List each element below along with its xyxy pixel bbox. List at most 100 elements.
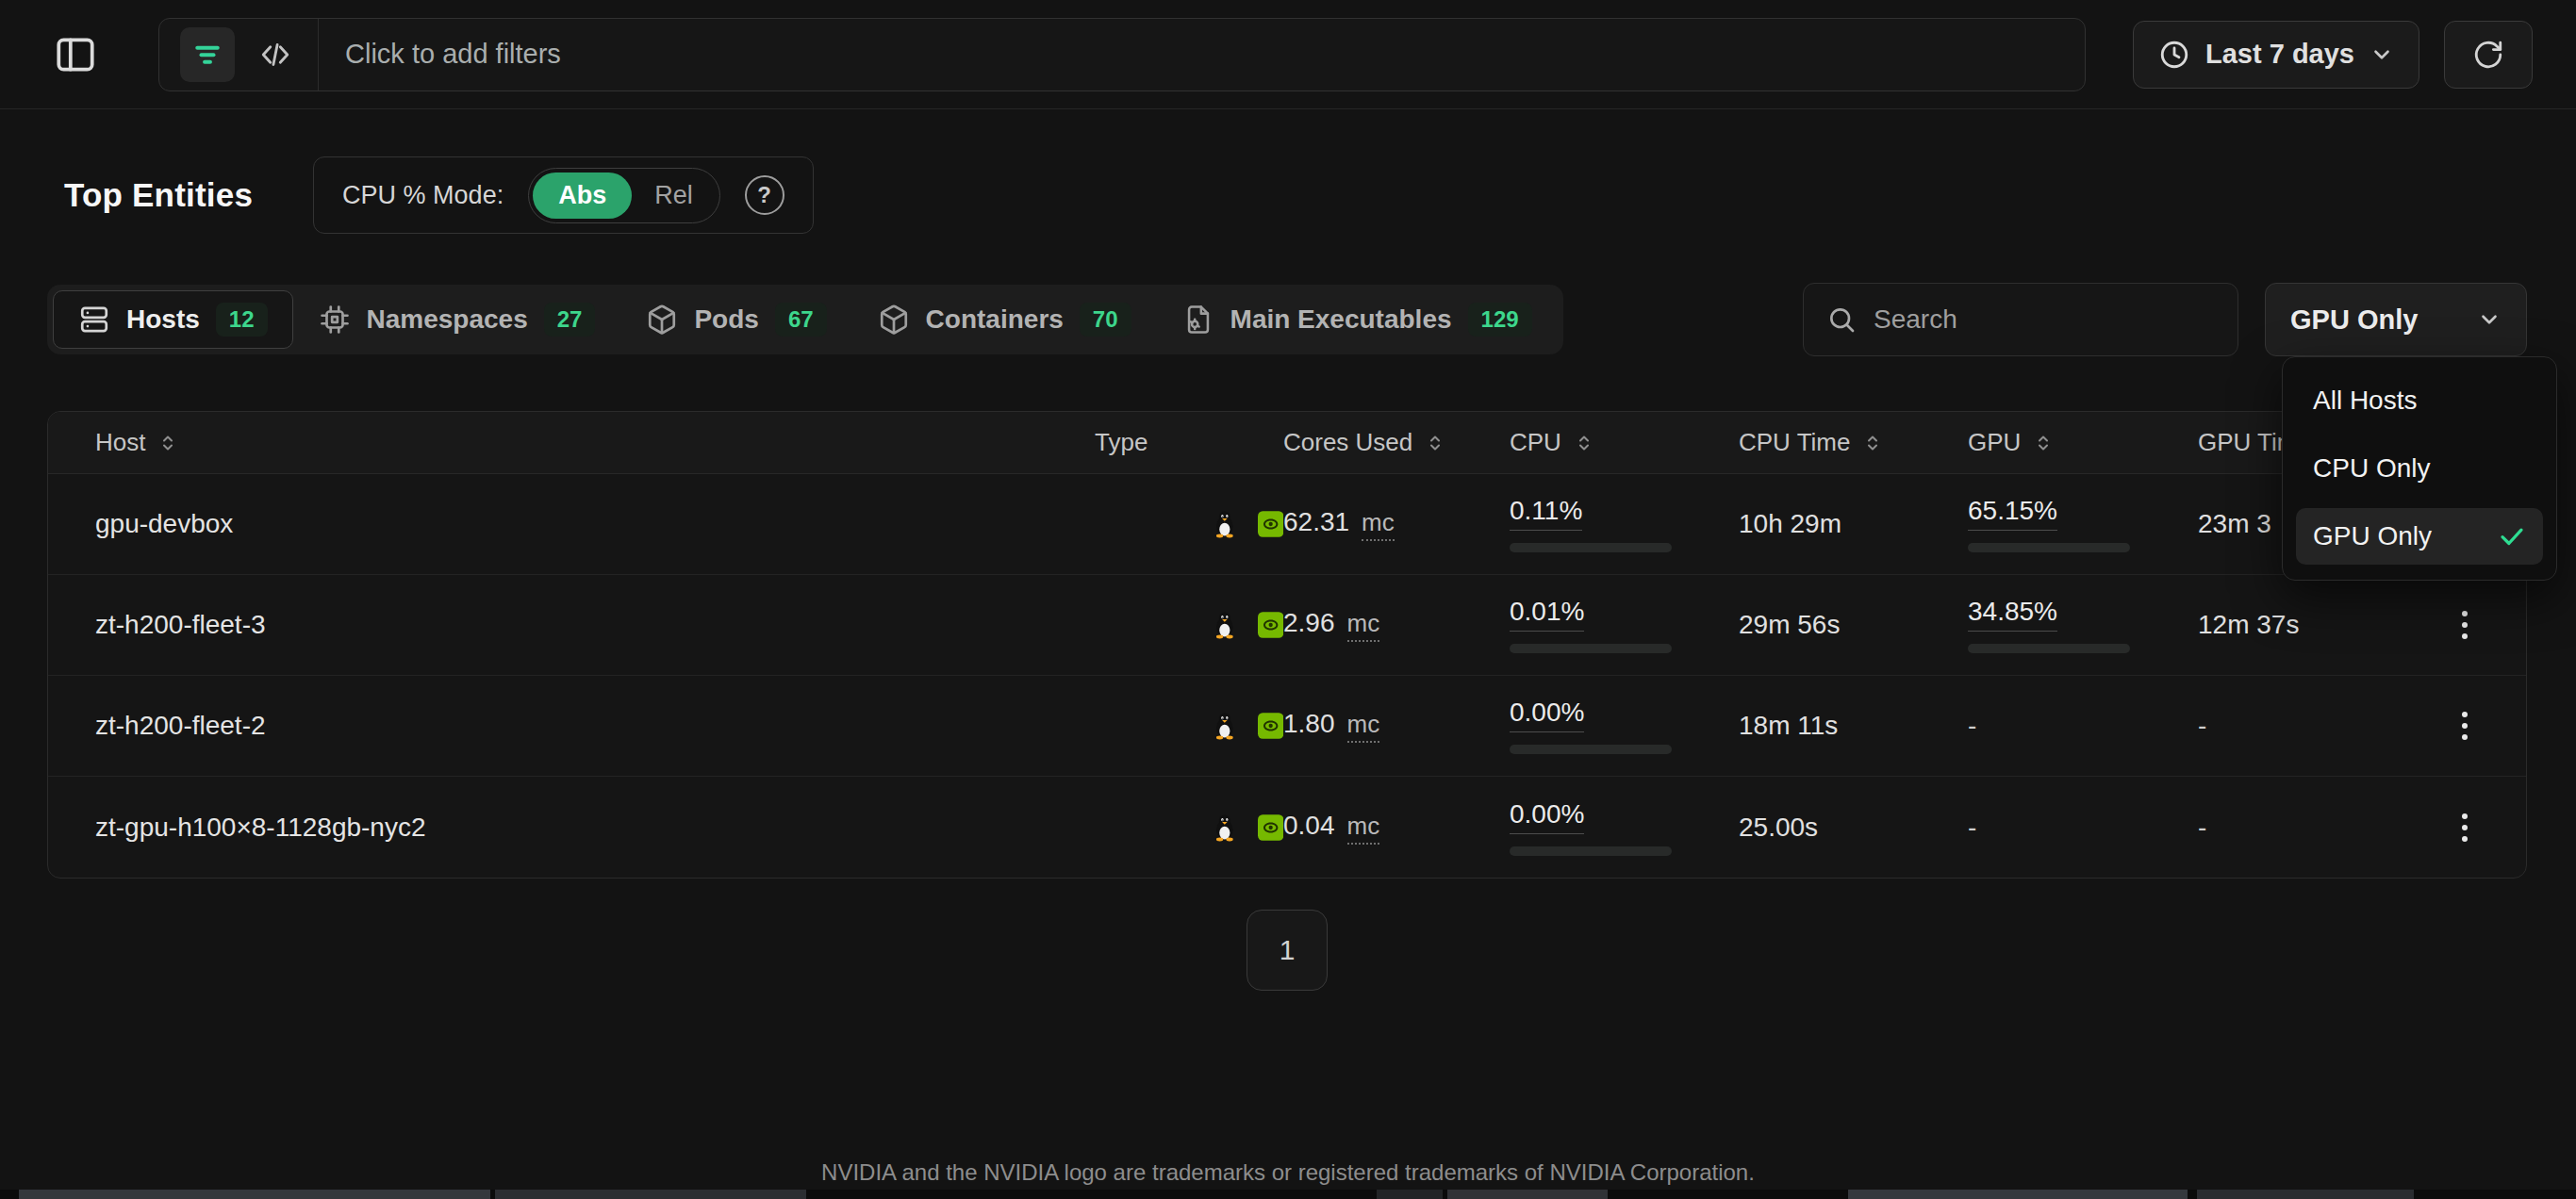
cpu-percent: 0.11% <box>1510 496 1582 531</box>
cpu-progress-bar <box>1510 846 1672 856</box>
gpu-percent: 34.85% <box>1968 597 2057 632</box>
tab-pods[interactable]: Pods 67 <box>620 290 851 349</box>
cpu-time-cell: 29m 56s <box>1739 610 1968 640</box>
row-actions-button[interactable] <box>2452 601 2477 649</box>
column-header-host[interactable]: Host <box>95 428 1095 457</box>
query-code-button[interactable] <box>254 33 297 76</box>
gpu-time-cell: - <box>2198 711 2452 741</box>
cpu-time-cell: 25.00s <box>1739 813 1968 843</box>
table-row[interactable]: gpu-devbox 62.31 mc 0.11% 10h 29m 65.15% <box>48 474 2526 575</box>
column-header-type: Type <box>1095 428 1283 457</box>
filter-input[interactable] <box>319 19 2085 90</box>
search-input[interactable] <box>1874 304 2215 335</box>
cores-unit: mc <box>1347 609 1380 642</box>
refresh-button[interactable] <box>2444 21 2533 89</box>
tab-main-executables[interactable]: Main Executables 129 <box>1157 290 1558 349</box>
cores-unit: mc <box>1347 812 1380 845</box>
entity-tab-strip: Hosts 12 Namespaces 27 Pods 67 Container… <box>47 285 1563 354</box>
check-icon <box>2498 522 2526 550</box>
filter-mode-button[interactable] <box>180 27 235 82</box>
menu-item-label: CPU Only <box>2313 453 2430 484</box>
tab-count-badge: 129 <box>1468 303 1532 337</box>
menu-item-label: All Hosts <box>2313 386 2417 416</box>
cpu-time-cell: 18m 11s <box>1739 711 1968 741</box>
page-title: Top Entities <box>64 176 253 214</box>
table-row[interactable]: zt-h200-fleet-3 2.96 mc 0.01% 29m 56s 34… <box>48 575 2526 676</box>
pagination-page-1[interactable]: 1 <box>1247 910 1328 991</box>
linux-icon <box>1213 609 1237 641</box>
host-filter-select[interactable]: GPU Only <box>2265 283 2527 356</box>
cpu-percent: 0.00% <box>1510 698 1584 732</box>
help-icon[interactable]: ? <box>745 175 784 215</box>
gpu-cell: - <box>1968 813 2198 843</box>
cpu-mode-toggle[interactable]: Abs Rel <box>528 168 720 223</box>
column-label: Host <box>95 428 145 457</box>
tab-namespaces[interactable]: Namespaces 27 <box>293 290 621 349</box>
menu-item-all-hosts[interactable]: All Hosts <box>2296 372 2543 429</box>
cpu-mode-rel-option[interactable]: Rel <box>632 172 716 219</box>
host-name[interactable]: zt-h200-fleet-2 <box>95 711 1095 741</box>
tab-label: Hosts <box>126 304 200 335</box>
host-filter-menu: All Hosts CPU Only GPU Only <box>2282 356 2557 581</box>
chevron-down-icon <box>2370 42 2394 67</box>
cores-unit: mc <box>1347 710 1380 743</box>
nvidia-icon <box>1258 711 1283 741</box>
table-row[interactable]: zt-gpu-h100×8-1128gb-nyc2 0.04 mc 0.00% … <box>48 777 2526 878</box>
gpu-cell: 65.15% <box>1968 496 2198 552</box>
cpu-cell: 0.01% <box>1510 597 1739 653</box>
table-row[interactable]: zt-h200-fleet-2 1.80 mc 0.00% 18m 11s - … <box>48 676 2526 777</box>
column-header-cpu[interactable]: CPU <box>1510 428 1739 457</box>
column-header-gpu[interactable]: GPU <box>1968 428 2198 457</box>
tab-hosts[interactable]: Hosts 12 <box>53 290 293 349</box>
time-range-button[interactable]: Last 7 days <box>2133 21 2419 89</box>
cores-unit: mc <box>1362 508 1395 541</box>
host-name[interactable]: gpu-devbox <box>95 509 1095 539</box>
tab-label: Namespaces <box>367 304 528 335</box>
cpu-percent: 0.01% <box>1510 597 1584 632</box>
top-bar: Last 7 days <box>0 0 2576 109</box>
cpu-time-cell: 10h 29m <box>1739 509 1968 539</box>
column-label: GPU <box>1968 428 2021 457</box>
cores-used-cell: 1.80 mc <box>1283 709 1510 743</box>
type-cell <box>1095 710 1283 742</box>
cpu-progress-bar <box>1510 745 1672 754</box>
cpu-cell: 0.00% <box>1510 799 1739 856</box>
nvidia-icon <box>1258 509 1283 539</box>
chip-icon <box>319 304 351 336</box>
tab-label: Pods <box>694 304 758 335</box>
cube-icon <box>878 304 910 336</box>
row-actions-button[interactable] <box>2452 702 2477 749</box>
cpu-mode-abs-option[interactable]: Abs <box>533 172 632 219</box>
search-icon <box>1826 304 1857 335</box>
filter-bar[interactable] <box>158 18 2086 91</box>
row-actions-button[interactable] <box>2452 804 2477 851</box>
column-header-cpu-time[interactable]: CPU Time <box>1739 428 1968 457</box>
column-label: CPU Time <box>1739 428 1850 457</box>
chevron-down-icon <box>2477 307 2502 332</box>
host-name[interactable]: zt-h200-fleet-3 <box>95 610 1095 640</box>
menu-item-gpu-only[interactable]: GPU Only <box>2296 508 2543 565</box>
column-header-cores-used[interactable]: Cores Used <box>1283 428 1510 457</box>
linux-icon <box>1213 812 1237 844</box>
cpu-mode-label: CPU % Mode: <box>342 181 504 210</box>
sort-icon <box>2032 432 2055 454</box>
gpu-cell: 34.85% <box>1968 597 2198 653</box>
menu-item-cpu-only[interactable]: CPU Only <box>2296 440 2543 497</box>
menu-item-label: GPU Only <box>2313 521 2432 551</box>
section-head: Top Entities CPU % Mode: Abs Rel ? <box>47 156 2527 234</box>
tab-containers[interactable]: Containers 70 <box>852 290 1157 349</box>
sidebar-toggle-button[interactable] <box>49 28 102 81</box>
search-box <box>1803 283 2238 356</box>
cpu-progress-bar <box>1510 543 1672 552</box>
panel-left-icon <box>52 31 99 78</box>
cores-used-cell: 2.96 mc <box>1283 608 1510 642</box>
cpu-percent: 0.00% <box>1510 799 1584 834</box>
host-name[interactable]: zt-gpu-h100×8-1128gb-nyc2 <box>95 813 1095 843</box>
nvidia-icon <box>1258 813 1283 843</box>
gpu-progress-bar <box>1968 543 2130 552</box>
tab-count-badge: 70 <box>1080 303 1131 337</box>
type-cell <box>1095 609 1283 641</box>
server-icon <box>78 304 110 336</box>
table-header-row: Host Type Cores Used CPU CPU Time <box>48 412 2526 474</box>
type-cell <box>1095 508 1283 540</box>
